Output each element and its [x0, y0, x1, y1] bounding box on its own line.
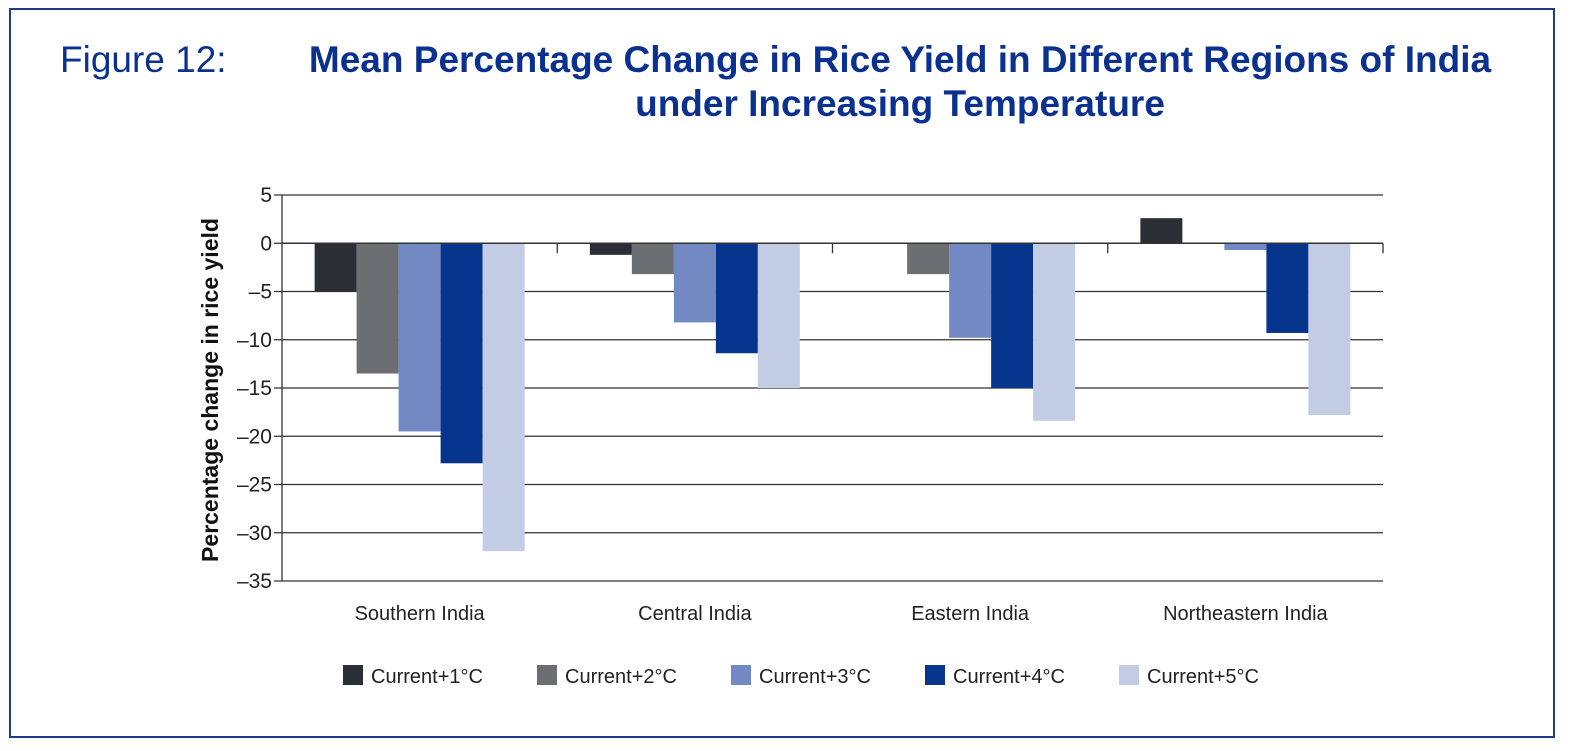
bar — [631, 243, 674, 275]
bar — [715, 243, 758, 354]
legend-label: Current+2°C — [565, 666, 677, 688]
figure-label: Figure 12: — [60, 39, 227, 80]
bar — [1266, 243, 1309, 333]
bar — [757, 243, 800, 388]
bar — [1033, 243, 1076, 421]
y-tick-label: 5 — [260, 184, 272, 207]
x-category-label: Eastern India — [911, 603, 1030, 625]
legend-label: Current+5°C — [1147, 666, 1259, 688]
legend-swatch — [731, 665, 751, 685]
x-category-label: Central India — [638, 603, 752, 625]
x-category-label: Northeastern India — [1163, 603, 1328, 625]
bar — [1140, 218, 1183, 244]
bar — [440, 243, 483, 464]
bar — [589, 243, 632, 255]
bar — [949, 243, 992, 338]
chart-title: Mean Percentage Change in Rice Yield in … — [308, 39, 1492, 124]
bar — [482, 243, 525, 552]
legend-swatch — [343, 665, 363, 685]
y-tick-label: –35 — [237, 570, 272, 593]
y-tick-label: –5 — [249, 281, 272, 304]
figure-frame — [9, 8, 1555, 738]
y-tick-label: –20 — [237, 425, 272, 448]
bar — [356, 243, 399, 374]
bar — [1308, 243, 1351, 416]
legend-label: Current+3°C — [759, 666, 871, 688]
y-axis-label: Percentage change in rice yield — [197, 218, 223, 562]
y-tick-label: –15 — [237, 377, 272, 400]
legend-swatch — [925, 665, 945, 685]
bar — [991, 243, 1034, 388]
bar — [907, 243, 950, 275]
y-tick-label: –30 — [237, 522, 272, 545]
y-tick-label: 0 — [260, 232, 272, 255]
legend-label: Current+1°C — [371, 666, 483, 688]
bar — [673, 243, 716, 323]
legend-label: Current+4°C — [953, 666, 1065, 688]
y-tick-label: –25 — [237, 474, 272, 497]
x-category-label: Southern India — [355, 603, 486, 625]
bar — [1224, 243, 1267, 251]
bar — [314, 243, 357, 292]
legend-swatch — [1119, 665, 1139, 685]
y-tick-label: –10 — [237, 329, 272, 352]
legend-swatch — [537, 665, 557, 685]
bar — [398, 243, 441, 432]
